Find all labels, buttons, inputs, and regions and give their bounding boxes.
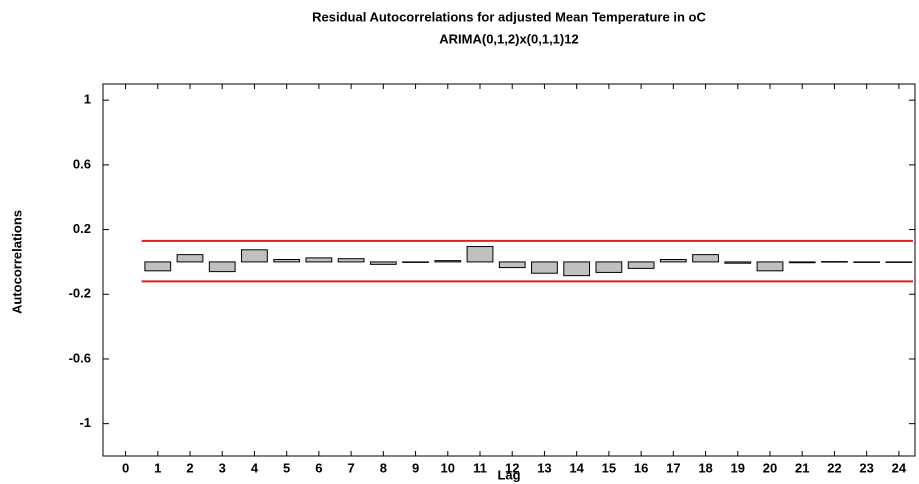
- x-tick-label: 24: [892, 460, 907, 475]
- x-tick-label: 7: [347, 460, 354, 475]
- x-tick-label: 5: [283, 460, 290, 475]
- x-tick-label: 8: [380, 460, 387, 475]
- bar: [369, 261, 397, 265]
- x-tick-label: 13: [537, 460, 551, 475]
- x-tick-label: 22: [827, 460, 841, 475]
- bar: [531, 261, 558, 274]
- x-tick-label: 15: [602, 460, 616, 475]
- x-tick-label: 14: [569, 460, 584, 475]
- y-tick-label: 0.6: [73, 156, 91, 171]
- y-axis-label: Autocorrelations: [9, 210, 24, 314]
- y-tick-label: 1: [84, 92, 91, 107]
- x-tick-label: 11: [473, 460, 487, 475]
- x-tick-label: 17: [666, 460, 680, 475]
- bar: [692, 254, 719, 263]
- y-tick-label: 0.2: [73, 221, 91, 236]
- x-axis-label: Lag: [497, 467, 520, 482]
- y-tick-label: -0.2: [69, 286, 91, 301]
- bar: [434, 260, 462, 263]
- bar: [853, 261, 881, 263]
- bar: [208, 261, 236, 273]
- x-tick-label: 21: [795, 460, 809, 475]
- chart-title: Residual Autocorrelations for adjusted M…: [312, 9, 706, 24]
- x-tick-label: 19: [731, 460, 745, 475]
- bar: [273, 258, 301, 263]
- chart-subtitle: ARIMA(0,1,2)x(0,1,1)12: [439, 31, 578, 46]
- bar: [821, 261, 848, 263]
- bar: [885, 261, 913, 263]
- plot-frame: [102, 83, 916, 457]
- bar: [337, 258, 365, 263]
- x-tick-label: 3: [219, 460, 226, 475]
- x-tick-label: 20: [763, 460, 777, 475]
- bar: [756, 261, 784, 272]
- bar: [595, 261, 623, 273]
- bar: [402, 261, 429, 263]
- x-tick-label: 4: [251, 460, 259, 475]
- y-tick-label: -0.6: [69, 350, 91, 365]
- bar: [498, 261, 526, 269]
- x-tick-label: 6: [315, 460, 322, 475]
- x-tick-label: 16: [634, 460, 648, 475]
- x-tick-label: 9: [412, 460, 419, 475]
- bar: [241, 249, 268, 263]
- bar: [627, 261, 655, 269]
- x-tick-label: 10: [441, 460, 455, 475]
- x-tick-label: 1: [154, 460, 161, 475]
- x-tick-label: 18: [698, 460, 712, 475]
- bar: [788, 261, 816, 264]
- bar: [144, 261, 172, 272]
- bar: [724, 261, 752, 264]
- x-tick-label: 12: [505, 460, 519, 475]
- bar: [176, 254, 204, 263]
- bar: [659, 258, 687, 263]
- bar: [305, 257, 333, 263]
- bar: [563, 261, 591, 277]
- x-tick-label: 23: [859, 460, 873, 475]
- x-tick-label: 0: [122, 460, 129, 475]
- y-tick-label: -1: [79, 415, 91, 430]
- x-tick-label: 2: [186, 460, 193, 475]
- bar: [466, 246, 494, 263]
